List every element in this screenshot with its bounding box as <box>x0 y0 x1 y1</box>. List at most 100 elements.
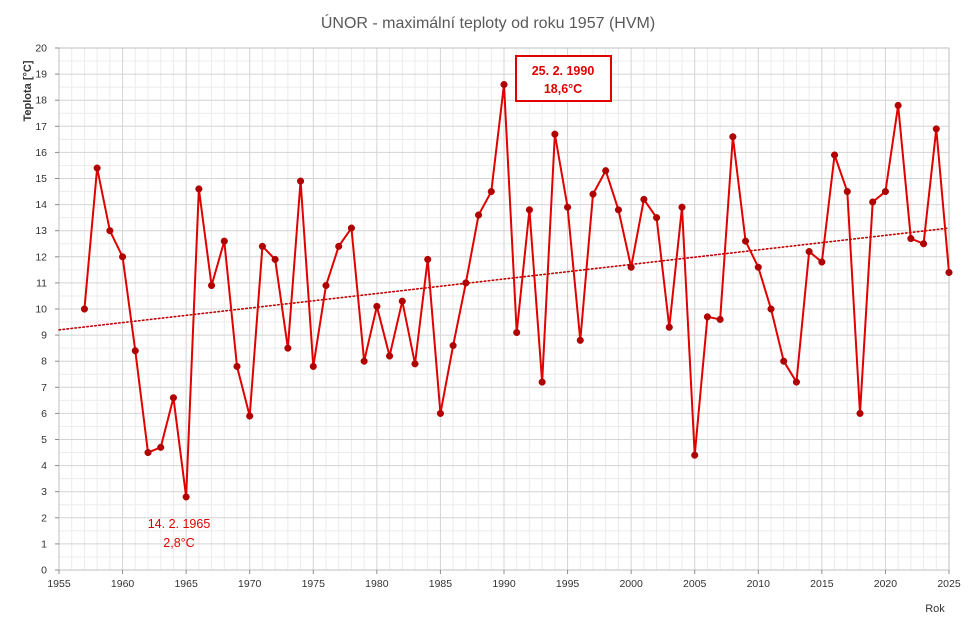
data-point <box>475 211 483 219</box>
y-tick-label: 8 <box>41 356 47 368</box>
y-tick-label: 16 <box>35 147 47 159</box>
data-point <box>347 224 355 232</box>
data-point <box>602 167 610 175</box>
data-point <box>716 315 724 323</box>
min-annotation-date: 14. 2. 1965 <box>148 517 211 531</box>
data-point <box>462 279 470 287</box>
data-point <box>691 451 699 459</box>
x-tick-label: 1970 <box>238 578 262 590</box>
data-point <box>93 164 101 172</box>
data-point <box>233 362 241 370</box>
data-point <box>843 188 851 196</box>
data-point <box>131 347 139 355</box>
trendline-layer <box>58 227 950 331</box>
y-tick-label: 19 <box>35 69 47 81</box>
y-tick-label: 1 <box>41 538 47 550</box>
data-point <box>525 206 533 214</box>
data-point <box>309 362 317 370</box>
y-tick-label: 11 <box>36 277 47 289</box>
data-point <box>220 237 228 245</box>
y-tick-label: 7 <box>41 382 47 394</box>
data-point <box>144 449 152 457</box>
data-point <box>284 344 292 352</box>
x-tick-label: 2010 <box>747 578 771 590</box>
data-point <box>297 177 305 185</box>
data-point <box>614 206 622 214</box>
data-point <box>932 125 940 133</box>
x-tick-label: 1975 <box>302 578 326 590</box>
data-point <box>449 341 457 350</box>
y-tick-label: 6 <box>41 408 47 420</box>
data-point <box>869 198 877 206</box>
data-point <box>907 234 915 243</box>
data-point <box>818 258 826 266</box>
y-tick-label: 14 <box>35 199 47 211</box>
y-tick-label: 10 <box>35 304 47 316</box>
series-layer <box>80 80 953 501</box>
data-point <box>653 214 661 222</box>
data-point <box>487 188 495 196</box>
y-tick-label: 18 <box>35 95 47 107</box>
data-point <box>627 263 635 271</box>
data-point <box>754 263 762 271</box>
data-point <box>373 302 381 310</box>
x-tick-label: 1960 <box>111 578 135 590</box>
data-point <box>576 336 584 344</box>
x-tick-label: 1965 <box>174 578 198 590</box>
data-point <box>678 203 686 211</box>
data-point <box>436 409 444 417</box>
data-point <box>780 357 788 365</box>
data-point <box>920 240 928 248</box>
data-point <box>386 352 394 360</box>
data-point <box>805 248 813 256</box>
data-point <box>945 268 953 277</box>
data-point <box>335 242 343 250</box>
min-annotation-value: 2,8°C <box>163 536 194 550</box>
y-tick-label: 2 <box>41 512 47 524</box>
major-gridlines <box>58 47 950 571</box>
data-point <box>119 253 127 261</box>
y-tick-label: 17 <box>35 121 47 133</box>
data-point <box>500 80 508 89</box>
data-point <box>411 360 419 368</box>
data-point <box>742 237 750 245</box>
max-annotation-value: 18,6°C <box>544 82 582 96</box>
y-tick-label: 3 <box>41 486 47 498</box>
y-tick-label: 4 <box>41 460 47 472</box>
data-point <box>322 281 330 290</box>
y-tick-label: 12 <box>35 251 47 263</box>
y-tick-label: 5 <box>41 434 47 446</box>
y-tick-label: 15 <box>35 173 47 185</box>
y-axis-title: Teplota [°C] <box>22 60 34 121</box>
data-point <box>271 255 279 263</box>
data-point <box>398 297 406 305</box>
data-point <box>703 313 711 321</box>
data-point <box>538 378 546 386</box>
y-tick-label: 9 <box>41 330 47 342</box>
data-point <box>564 203 572 211</box>
data-point <box>856 409 864 417</box>
x-tick-label: 2000 <box>619 578 643 590</box>
data-point <box>589 190 597 198</box>
x-tick-label: 2005 <box>683 578 707 590</box>
data-point <box>169 394 177 402</box>
x-tick-label: 1985 <box>429 578 453 590</box>
y-tick-label: 0 <box>41 565 47 577</box>
chart-title: ÚNOR - maximální teploty od roku 1957 (H… <box>321 13 655 32</box>
data-point <box>513 328 521 337</box>
max-annotation: 25. 2. 1990 18,6°C <box>515 55 612 102</box>
data-point <box>894 101 902 109</box>
y-tick-label: 13 <box>35 225 47 237</box>
data-point <box>208 281 216 290</box>
x-tick-label: 1990 <box>492 578 516 590</box>
data-point <box>424 255 432 263</box>
x-tick-label: 1995 <box>556 578 580 590</box>
data-point <box>157 443 165 451</box>
y-tick-label: 20 <box>35 43 47 55</box>
x-tick-label: 1980 <box>365 578 389 590</box>
x-tick-label: 2020 <box>874 578 898 590</box>
